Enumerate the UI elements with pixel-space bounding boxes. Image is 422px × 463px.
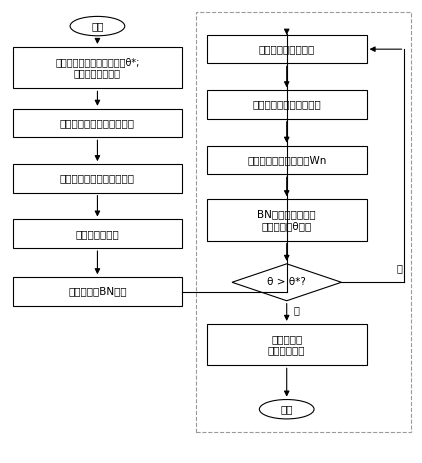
FancyBboxPatch shape	[14, 164, 181, 193]
Text: BN输入观测证据并
推理，信度θ更新: BN输入观测证据并 推理，信度θ更新	[257, 209, 316, 231]
FancyBboxPatch shape	[207, 90, 367, 119]
Text: 设置故障诊断信度阈值参数θ*;
设置样本初始参数: 设置故障诊断信度阈值参数θ*; 设置样本初始参数	[55, 57, 140, 78]
Text: 采集训练样本时域振动信号: 采集训练样本时域振动信号	[60, 118, 135, 128]
Text: 计算、输出
故障诊断结果: 计算、输出 故障诊断结果	[268, 334, 306, 356]
Text: 计算信号频域故障特征向量: 计算信号频域故障特征向量	[60, 174, 135, 183]
FancyBboxPatch shape	[207, 324, 367, 365]
Text: 建故障诊断BN模型: 建故障诊断BN模型	[68, 287, 127, 296]
FancyBboxPatch shape	[14, 47, 181, 88]
Ellipse shape	[260, 400, 314, 419]
Text: 采集待诊断样本振动信号: 采集待诊断样本振动信号	[252, 100, 321, 110]
FancyBboxPatch shape	[207, 35, 367, 63]
Text: 是: 是	[293, 306, 299, 315]
Text: 结束: 结束	[281, 404, 293, 414]
FancyBboxPatch shape	[207, 199, 367, 241]
Text: θ > θ*?: θ > θ*?	[267, 277, 306, 287]
Text: 开始: 开始	[91, 21, 104, 31]
Ellipse shape	[70, 16, 125, 36]
FancyBboxPatch shape	[207, 146, 367, 174]
Text: 设置待诊断样本参数: 设置待诊断样本参数	[259, 44, 315, 54]
FancyBboxPatch shape	[14, 109, 181, 138]
Polygon shape	[232, 264, 341, 301]
FancyBboxPatch shape	[14, 277, 181, 306]
Text: 计算离散故障特征向量Wn: 计算离散故障特征向量Wn	[247, 155, 326, 165]
Text: 否: 否	[397, 263, 403, 273]
FancyBboxPatch shape	[14, 219, 181, 248]
Text: 特征向量离散化: 特征向量离散化	[76, 229, 119, 239]
